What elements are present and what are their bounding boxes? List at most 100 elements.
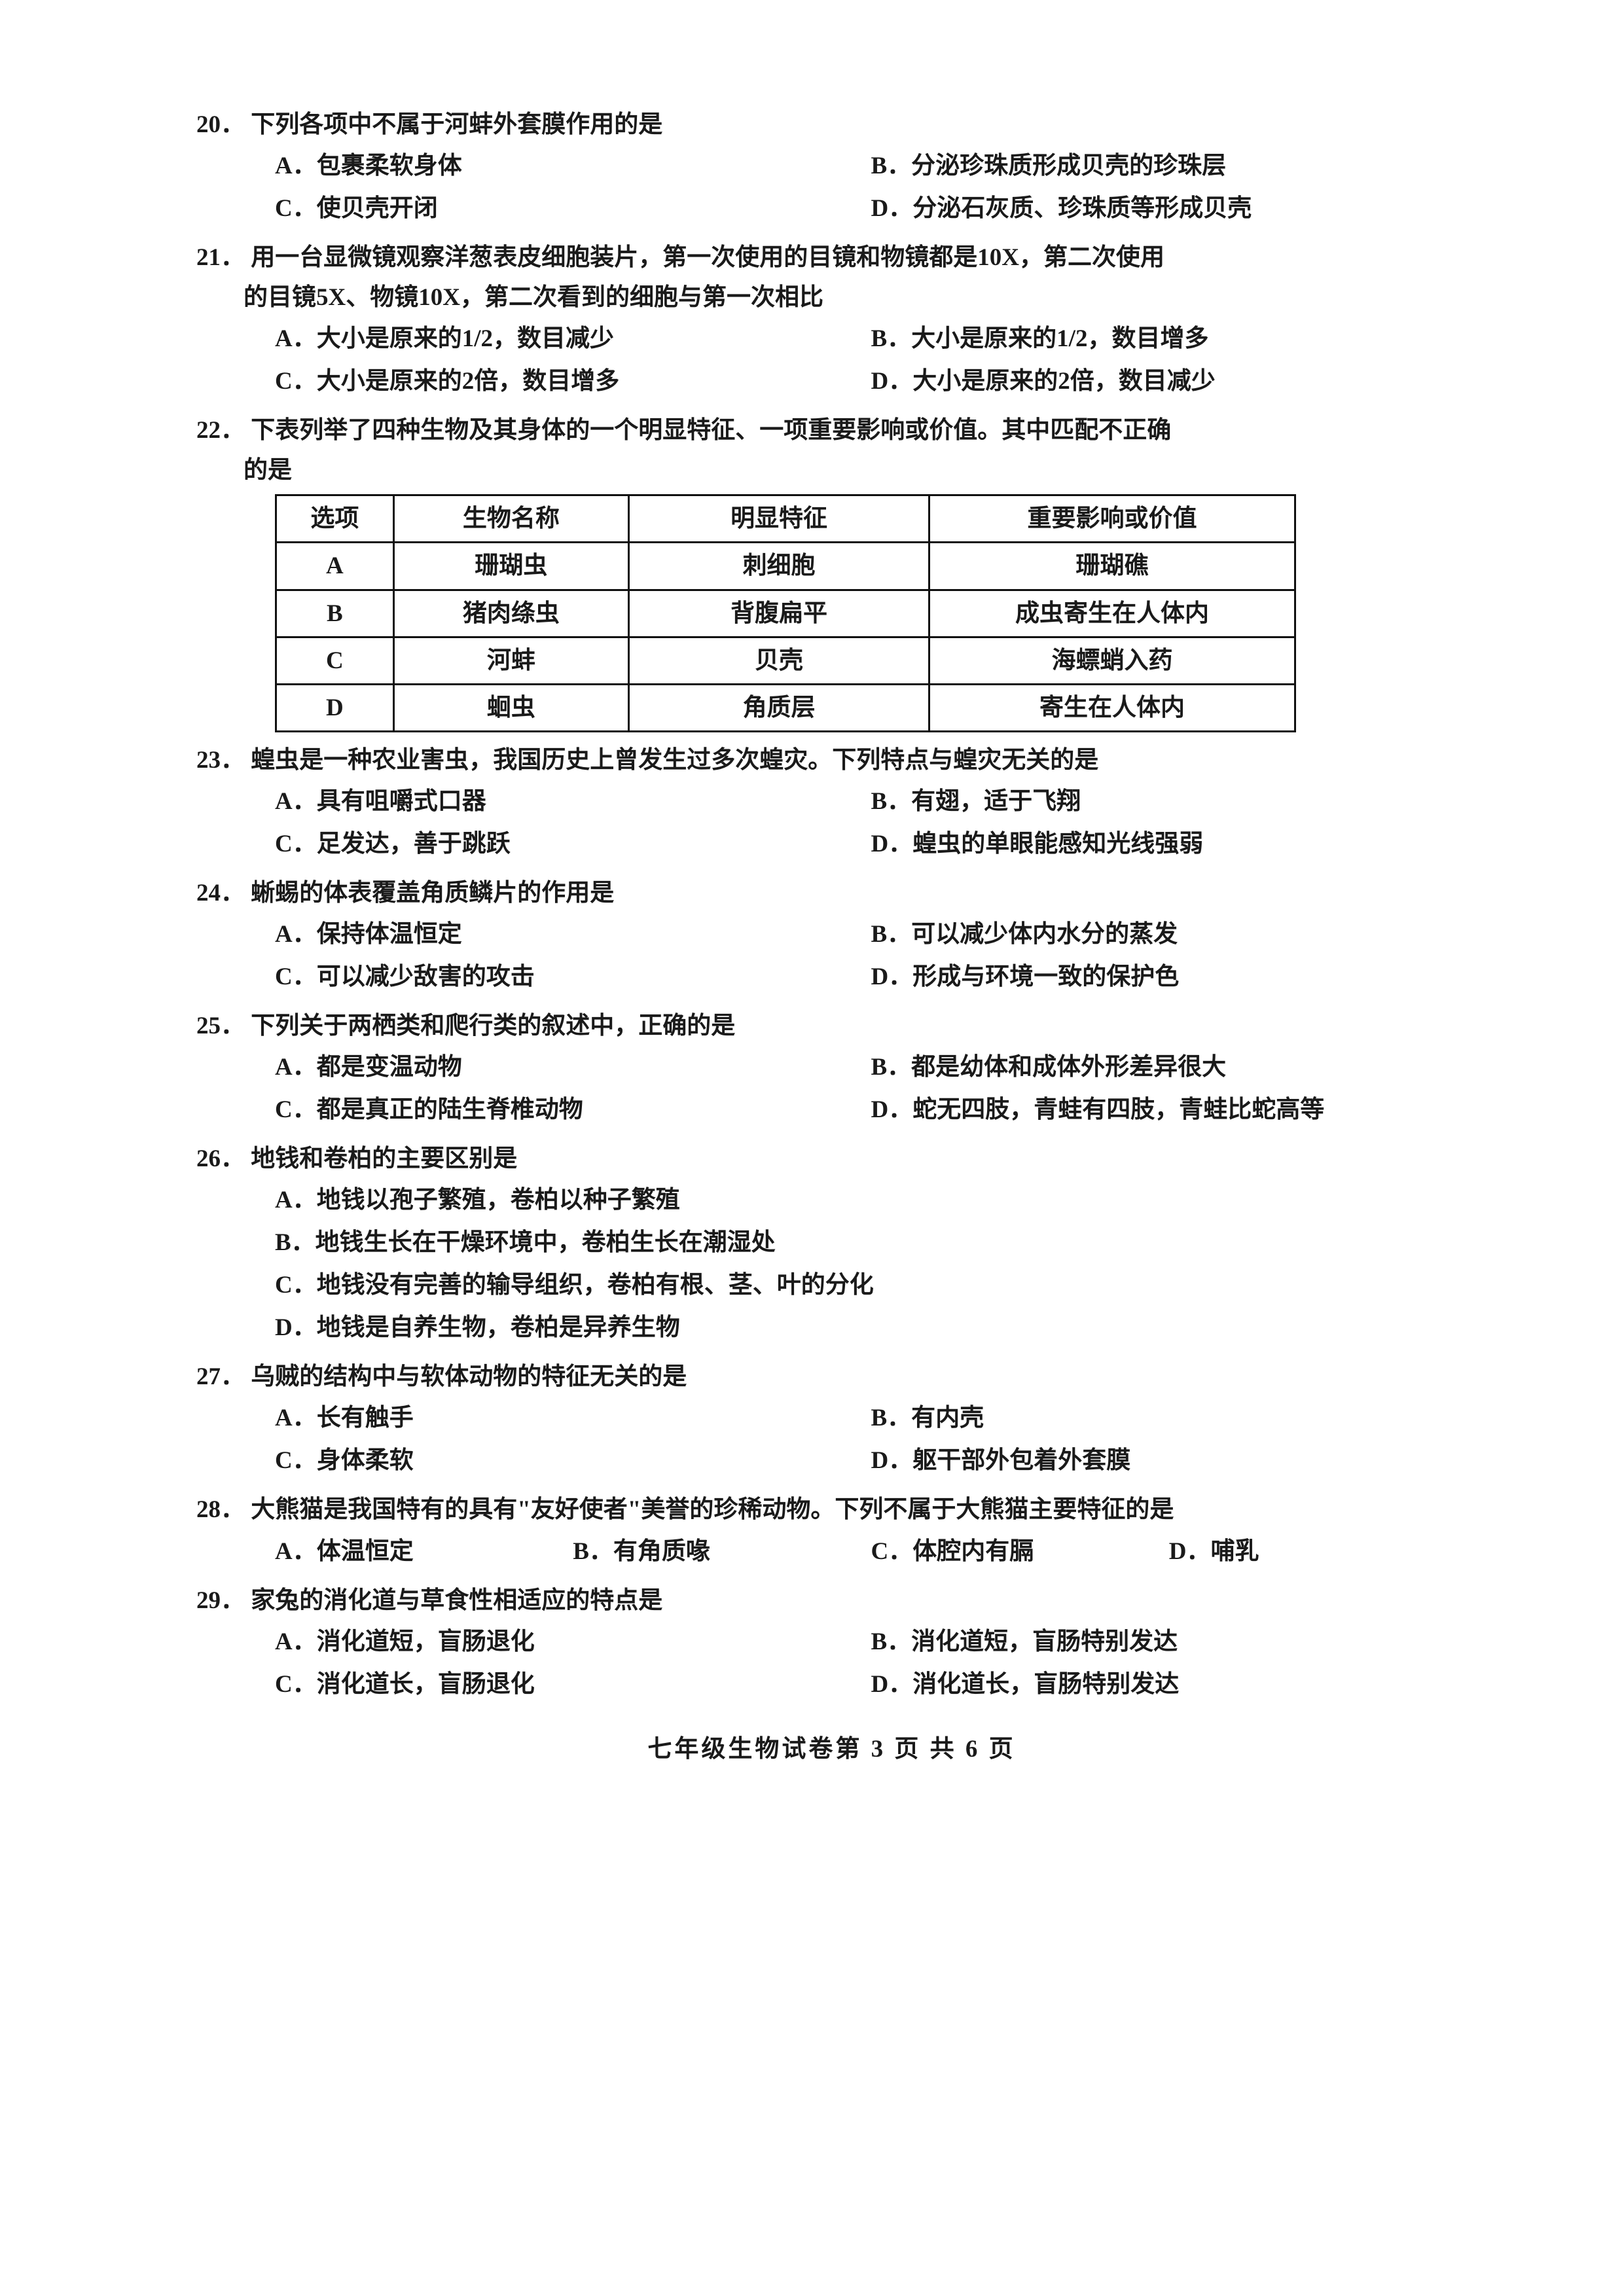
q23-opt-b: B．有翅，适于飞翔 xyxy=(871,780,1468,823)
question-22: 22． 下表列举了四种生物及其身体的一个明显特征、一项重要影响或价值。其中匹配不… xyxy=(196,410,1467,732)
question-20: 20． 下列各项中不属于河蚌外套膜作用的是 A．包裹柔软身体 B．分泌珍珠质形成… xyxy=(196,105,1467,230)
q25-opt-a: A．都是变温动物 xyxy=(275,1046,871,1088)
q24-opt-d: D．形成与环境一致的保护色 xyxy=(871,956,1468,998)
q22-table: 选项 生物名称 明显特征 重要影响或价值 A 珊瑚虫 刺细胞 珊瑚礁 B 猪肉绦… xyxy=(275,494,1296,732)
q24-opt-b: B．可以减少体内水分的蒸发 xyxy=(871,913,1468,956)
q22-r3c1: 蛔虫 xyxy=(393,684,628,731)
q29-opt-d: D．消化道长，盲肠特别发达 xyxy=(871,1663,1468,1706)
q20-stem: 下列各项中不属于河蚌外套膜作用的是 xyxy=(251,111,662,138)
q26-opt-b: B．地钱生长在干燥环境中，卷柏生长在潮湿处 xyxy=(275,1221,1467,1264)
q22-r0c1: 珊瑚虫 xyxy=(393,543,628,590)
q23-opt-c: C．足发达，善于跳跃 xyxy=(275,823,871,865)
q27-opt-b: B．有内壳 xyxy=(871,1397,1468,1439)
q20-opt-b: B．分泌珍珠质形成贝壳的珍珠层 xyxy=(871,145,1468,187)
q25-opt-d: D．蛇无四肢，青蛙有四肢，青蛙比蛇高等 xyxy=(871,1088,1468,1131)
q28-opt-d: D．哺乳 xyxy=(1169,1530,1467,1573)
q20-options: A．包裹柔软身体 B．分泌珍珠质形成贝壳的珍珠层 C．使贝壳开闭 D．分泌石灰质… xyxy=(275,145,1467,230)
q22-r2c2: 贝壳 xyxy=(629,637,929,684)
q28-opt-a: A．体温恒定 xyxy=(275,1530,573,1573)
q26-opt-d: D．地钱是自养生物，卷柏是异养生物 xyxy=(275,1306,1467,1349)
q24-options: A．保持体温恒定 B．可以减少体内水分的蒸发 C．可以减少敌害的攻击 D．形成与… xyxy=(275,913,1467,998)
q26-opt-a: A．地钱以孢子繁殖，卷柏以种子繁殖 xyxy=(275,1179,1467,1221)
q23-stem: 蝗虫是一种农业害虫，我国历史上曾发生过多次蝗灾。下列特点与蝗灾无关的是 xyxy=(251,747,1098,774)
q29-options: A．消化道短，盲肠退化 B．消化道短，盲肠特别发达 C．消化道长，盲肠退化 D．… xyxy=(275,1621,1467,1706)
q29-number: 29． xyxy=(196,1587,245,1614)
q22-number: 22． xyxy=(196,417,245,444)
q21-opt-c: C．大小是原来的2倍，数目增多 xyxy=(275,360,871,403)
q22-r0c2: 刺细胞 xyxy=(629,543,929,590)
q22-r3c3: 寄生在人体内 xyxy=(929,684,1295,731)
q27-number: 27． xyxy=(196,1363,245,1390)
question-26: 26． 地钱和卷柏的主要区别是 A．地钱以孢子繁殖，卷柏以种子繁殖 B．地钱生长… xyxy=(196,1139,1467,1349)
q22-th-1: 生物名称 xyxy=(393,495,628,543)
q27-opt-c: C．身体柔软 xyxy=(275,1439,871,1482)
q22-stem-1: 下表列举了四种生物及其身体的一个明显特征、一项重要影响或价值。其中匹配不正确 xyxy=(251,417,1171,444)
question-25: 25． 下列关于两栖类和爬行类的叙述中，正确的是 A．都是变温动物 B．都是幼体… xyxy=(196,1006,1467,1131)
q22-r2c1: 河蚌 xyxy=(393,637,628,684)
q22-th-2: 明显特征 xyxy=(629,495,929,543)
table-row: A 珊瑚虫 刺细胞 珊瑚礁 xyxy=(276,543,1295,590)
q21-stem-2: 的目镜5X、物镜10X，第二次看到的细胞与第一次相比 xyxy=(244,278,1467,317)
exam-page: 20． 下列各项中不属于河蚌外套膜作用的是 A．包裹柔软身体 B．分泌珍珠质形成… xyxy=(0,0,1624,2296)
q25-stem: 下列关于两栖类和爬行类的叙述中，正确的是 xyxy=(251,1013,735,1039)
q26-opt-c: C．地钱没有完善的输导组织，卷柏有根、茎、叶的分化 xyxy=(275,1264,1467,1306)
q21-opt-a: A．大小是原来的1/2，数目减少 xyxy=(275,317,871,360)
q29-opt-b: B．消化道短，盲肠特别发达 xyxy=(871,1621,1468,1663)
q21-opt-d: D．大小是原来的2倍，数目减少 xyxy=(871,360,1468,403)
table-row: D 蛔虫 角质层 寄生在人体内 xyxy=(276,684,1295,731)
q28-opt-c: C．体腔内有膈 xyxy=(871,1530,1169,1573)
table-row: B 猪肉绦虫 背腹扁平 成虫寄生在人体内 xyxy=(276,590,1295,637)
q29-opt-a: A．消化道短，盲肠退化 xyxy=(275,1621,871,1663)
q22-stem-2: 的是 xyxy=(244,450,1467,490)
q26-number: 26． xyxy=(196,1145,245,1172)
question-29: 29． 家兔的消化道与草食性相适应的特点是 A．消化道短，盲肠退化 B．消化道短… xyxy=(196,1581,1467,1706)
q22-table-head-row: 选项 生物名称 明显特征 重要影响或价值 xyxy=(276,495,1295,543)
q24-stem: 蜥蜴的体表覆盖角质鳞片的作用是 xyxy=(251,880,614,906)
question-28: 28． 大熊猫是我国特有的具有"友好使者"美誉的珍稀动物。下列不属于大熊猫主要特… xyxy=(196,1490,1467,1572)
q27-opt-d: D．躯干部外包着外套膜 xyxy=(871,1439,1468,1482)
q22-th-0: 选项 xyxy=(276,495,394,543)
q25-number: 25． xyxy=(196,1013,245,1039)
q20-opt-c: C．使贝壳开闭 xyxy=(275,187,871,230)
q28-options: A．体温恒定 B．有角质喙 C．体腔内有膈 D．哺乳 xyxy=(275,1530,1467,1573)
q23-options: A．具有咀嚼式口器 B．有翅，适于飞翔 C．足发达，善于跳跃 D．蝗虫的单眼能感… xyxy=(275,780,1467,865)
q25-options: A．都是变温动物 B．都是幼体和成体外形差异很大 C．都是真正的陆生脊椎动物 D… xyxy=(275,1046,1467,1131)
q22-r3c2: 角质层 xyxy=(629,684,929,731)
q29-opt-c: C．消化道长，盲肠退化 xyxy=(275,1663,871,1706)
q22-r2c3: 海螵蛸入药 xyxy=(929,637,1295,684)
question-23: 23． 蝗虫是一种农业害虫，我国历史上曾发生过多次蝗灾。下列特点与蝗灾无关的是 … xyxy=(196,740,1467,865)
page-footer: 七年级生物试卷第 3 页 共 6 页 xyxy=(196,1729,1467,1769)
q28-opt-b: B．有角质喙 xyxy=(573,1530,871,1573)
q22-r2c0: C xyxy=(276,637,394,684)
q20-opt-a: A．包裹柔软身体 xyxy=(275,145,871,187)
q22-r3c0: D xyxy=(276,684,394,731)
q27-stem: 乌贼的结构中与软体动物的特征无关的是 xyxy=(251,1363,687,1390)
question-24: 24． 蜥蜴的体表覆盖角质鳞片的作用是 A．保持体温恒定 B．可以减少体内水分的… xyxy=(196,873,1467,998)
q25-opt-b: B．都是幼体和成体外形差异很大 xyxy=(871,1046,1468,1088)
q28-number: 28． xyxy=(196,1496,245,1523)
q24-opt-c: C．可以减少敌害的攻击 xyxy=(275,956,871,998)
q21-options: A．大小是原来的1/2，数目减少 B．大小是原来的1/2，数目增多 C．大小是原… xyxy=(275,317,1467,403)
q22-th-3: 重要影响或价值 xyxy=(929,495,1295,543)
q22-r0c0: A xyxy=(276,543,394,590)
q23-opt-d: D．蝗虫的单眼能感知光线强弱 xyxy=(871,823,1468,865)
q21-stem-1: 用一台显微镜观察洋葱表皮细胞装片，第一次使用的目镜和物镜都是10X，第二次使用 xyxy=(251,244,1164,271)
q28-stem: 大熊猫是我国特有的具有"友好使者"美誉的珍稀动物。下列不属于大熊猫主要特征的是 xyxy=(251,1496,1174,1523)
q25-opt-c: C．都是真正的陆生脊椎动物 xyxy=(275,1088,871,1131)
q23-number: 23． xyxy=(196,747,245,774)
q21-opt-b: B．大小是原来的1/2，数目增多 xyxy=(871,317,1468,360)
question-27: 27． 乌贼的结构中与软体动物的特征无关的是 A．长有触手 B．有内壳 C．身体… xyxy=(196,1357,1467,1482)
table-row: C 河蚌 贝壳 海螵蛸入药 xyxy=(276,637,1295,684)
q20-opt-d: D．分泌石灰质、珍珠质等形成贝壳 xyxy=(871,187,1468,230)
q27-opt-a: A．长有触手 xyxy=(275,1397,871,1439)
q29-stem: 家兔的消化道与草食性相适应的特点是 xyxy=(251,1587,662,1614)
q26-stem: 地钱和卷柏的主要区别是 xyxy=(251,1145,517,1172)
q24-opt-a: A．保持体温恒定 xyxy=(275,913,871,956)
question-21: 21． 用一台显微镜观察洋葱表皮细胞装片，第一次使用的目镜和物镜都是10X，第二… xyxy=(196,238,1467,403)
q22-r1c3: 成虫寄生在人体内 xyxy=(929,590,1295,637)
q22-r1c0: B xyxy=(276,590,394,637)
q21-number: 21． xyxy=(196,244,245,271)
q23-opt-a: A．具有咀嚼式口器 xyxy=(275,780,871,823)
q22-r1c1: 猪肉绦虫 xyxy=(393,590,628,637)
q27-options: A．长有触手 B．有内壳 C．身体柔软 D．躯干部外包着外套膜 xyxy=(275,1397,1467,1482)
